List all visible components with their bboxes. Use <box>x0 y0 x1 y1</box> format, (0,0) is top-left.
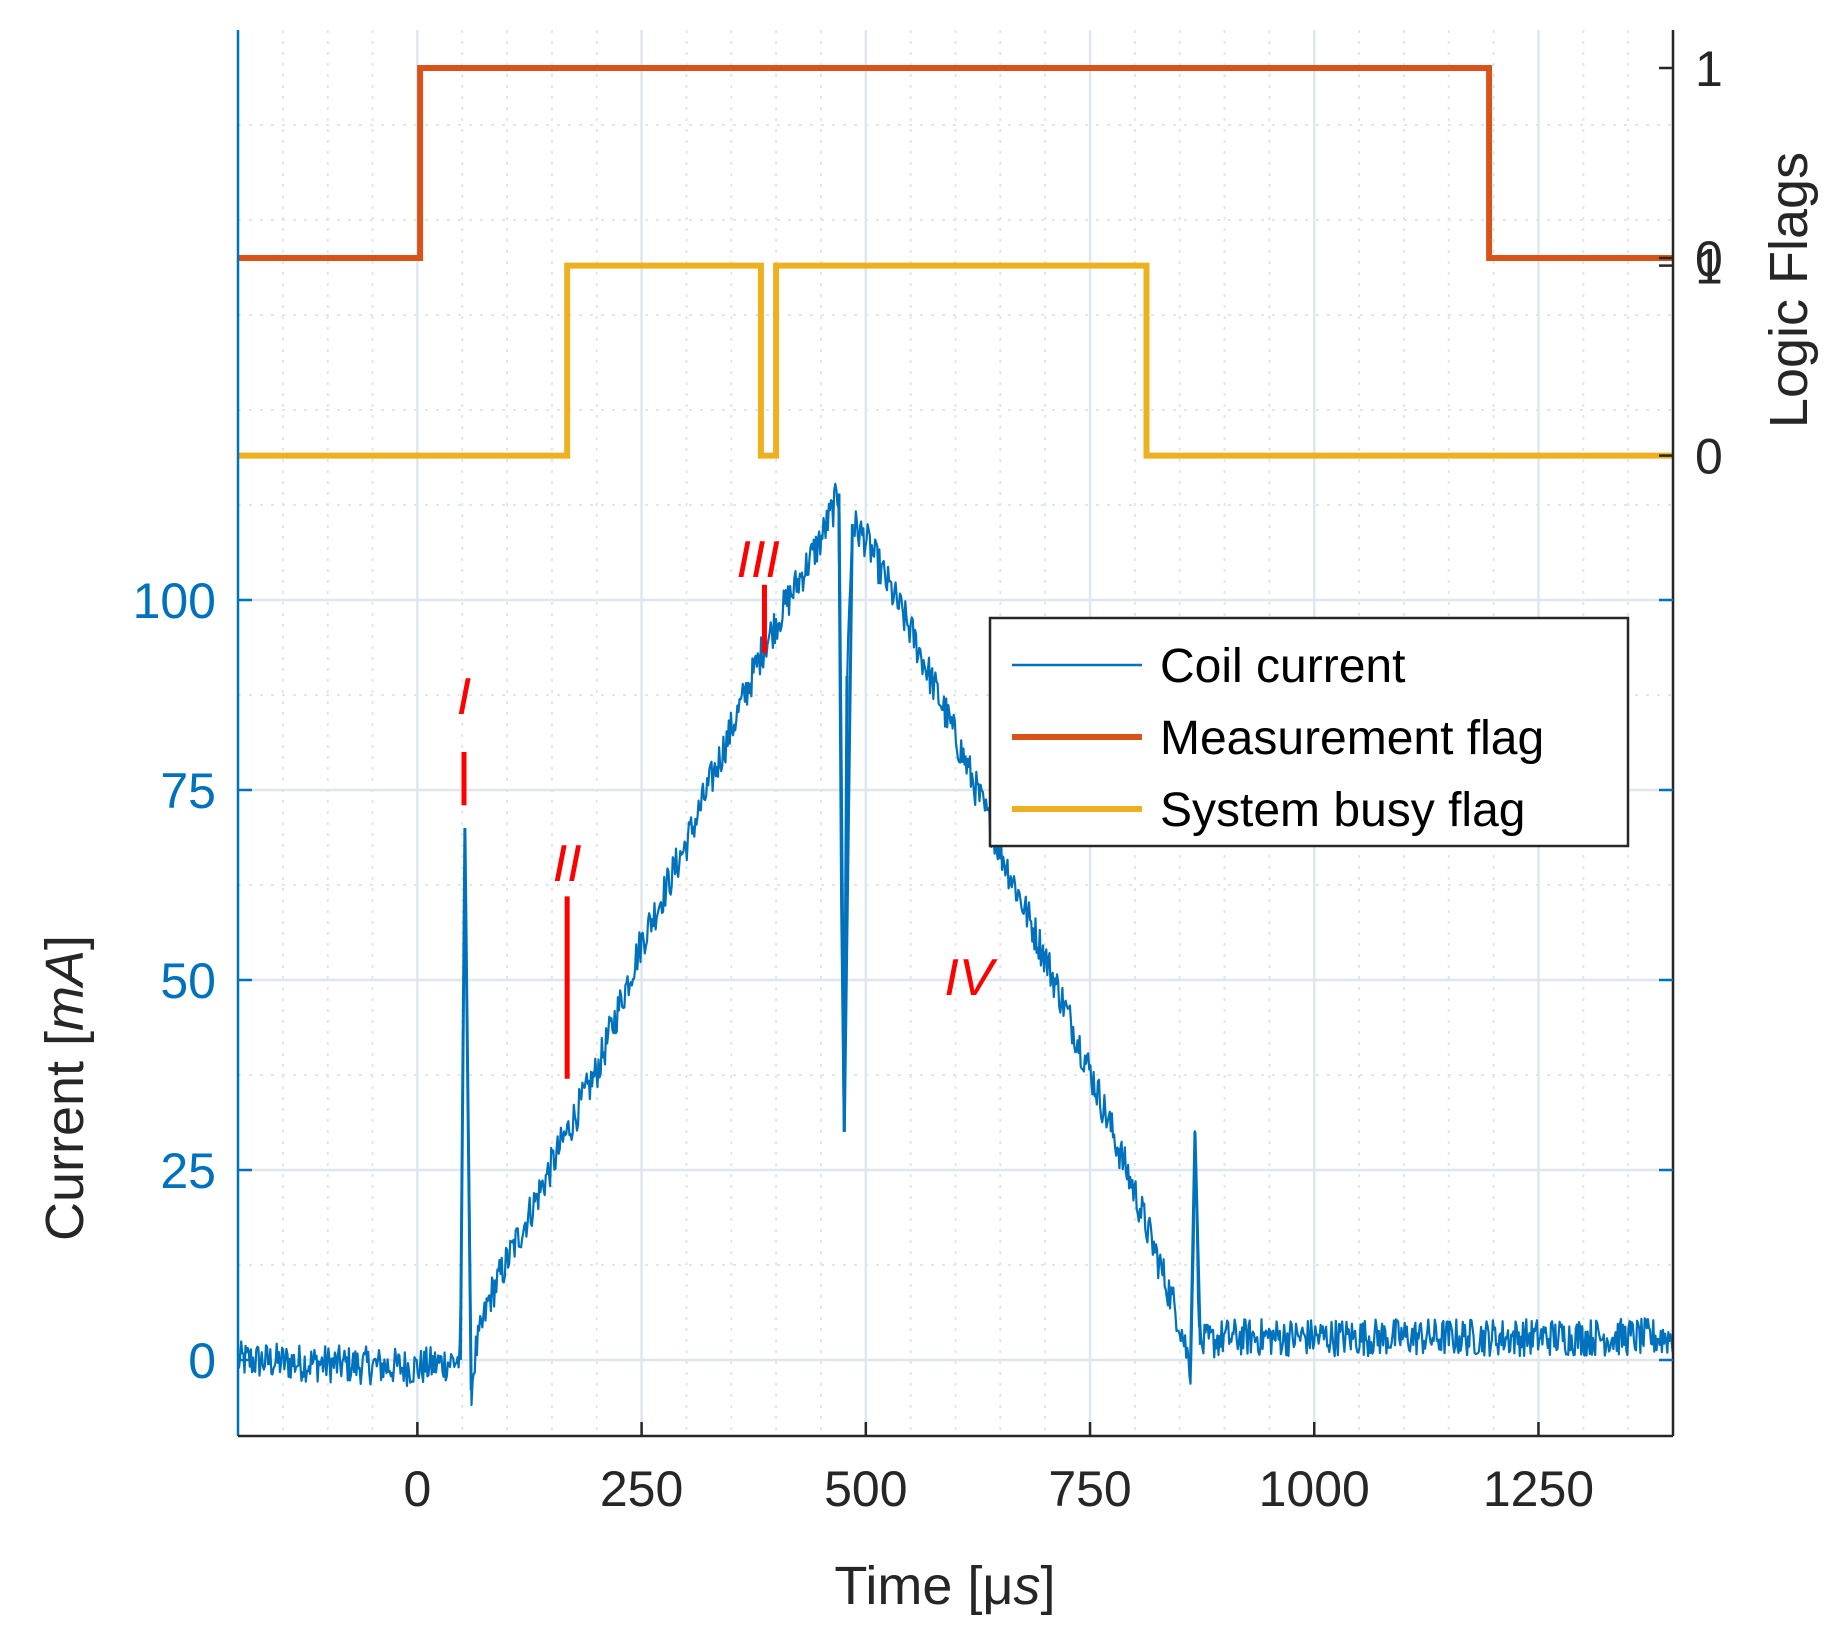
y-tick-label-right: 1 <box>1695 239 1723 295</box>
y-tick-label-right: 0 <box>1695 231 1723 287</box>
x-tick-label: 250 <box>600 1461 683 1517</box>
legend-entry-label: Measurement flag <box>1160 712 1544 765</box>
y-tick-label-left: 0 <box>188 1333 216 1389</box>
legend: Coil current Measurement flag System busy … <box>988 616 1630 848</box>
x-tick-label: 1250 <box>1483 1461 1594 1517</box>
series-measurement-flag <box>238 65 1673 261</box>
x-axis-title: Time [μs] <box>834 1556 1055 1616</box>
y-tick-label-left: 25 <box>160 1143 216 1199</box>
y-tick-label-left: 50 <box>160 953 216 1009</box>
y-axis-title-right: Logic Flags <box>1759 152 1819 428</box>
y-tick-label-left: 75 <box>160 763 216 819</box>
x-tick-label: 750 <box>1048 1461 1131 1517</box>
x-tick-label: 1000 <box>1259 1461 1370 1517</box>
coil-current-dip <box>837 493 849 1133</box>
series-coil-current <box>236 482 1674 1407</box>
y-tick-label-right: 1 <box>1695 41 1723 97</box>
plot-layer <box>236 65 1674 1407</box>
annotation-label: I <box>457 668 471 726</box>
x-tick-label: 0 <box>403 1461 431 1517</box>
legend-entry-label: Coil current <box>1160 640 1405 693</box>
series-system-busy-flag <box>238 262 1673 459</box>
coil-current-spike <box>458 827 473 1391</box>
annotation-label: IV <box>944 949 997 1007</box>
x-tick-label: 500 <box>824 1461 907 1517</box>
coil-current-spike <box>1188 1131 1202 1368</box>
y-tick-label-right: 0 <box>1695 429 1723 485</box>
y-axis-title-left: Current [mA] <box>35 935 95 1241</box>
y-tick-label-left: 100 <box>133 573 216 629</box>
annotation-label: II <box>553 835 582 893</box>
legend-entry-label: System busy flag <box>1160 784 1525 837</box>
annotation-label: III <box>737 531 780 589</box>
